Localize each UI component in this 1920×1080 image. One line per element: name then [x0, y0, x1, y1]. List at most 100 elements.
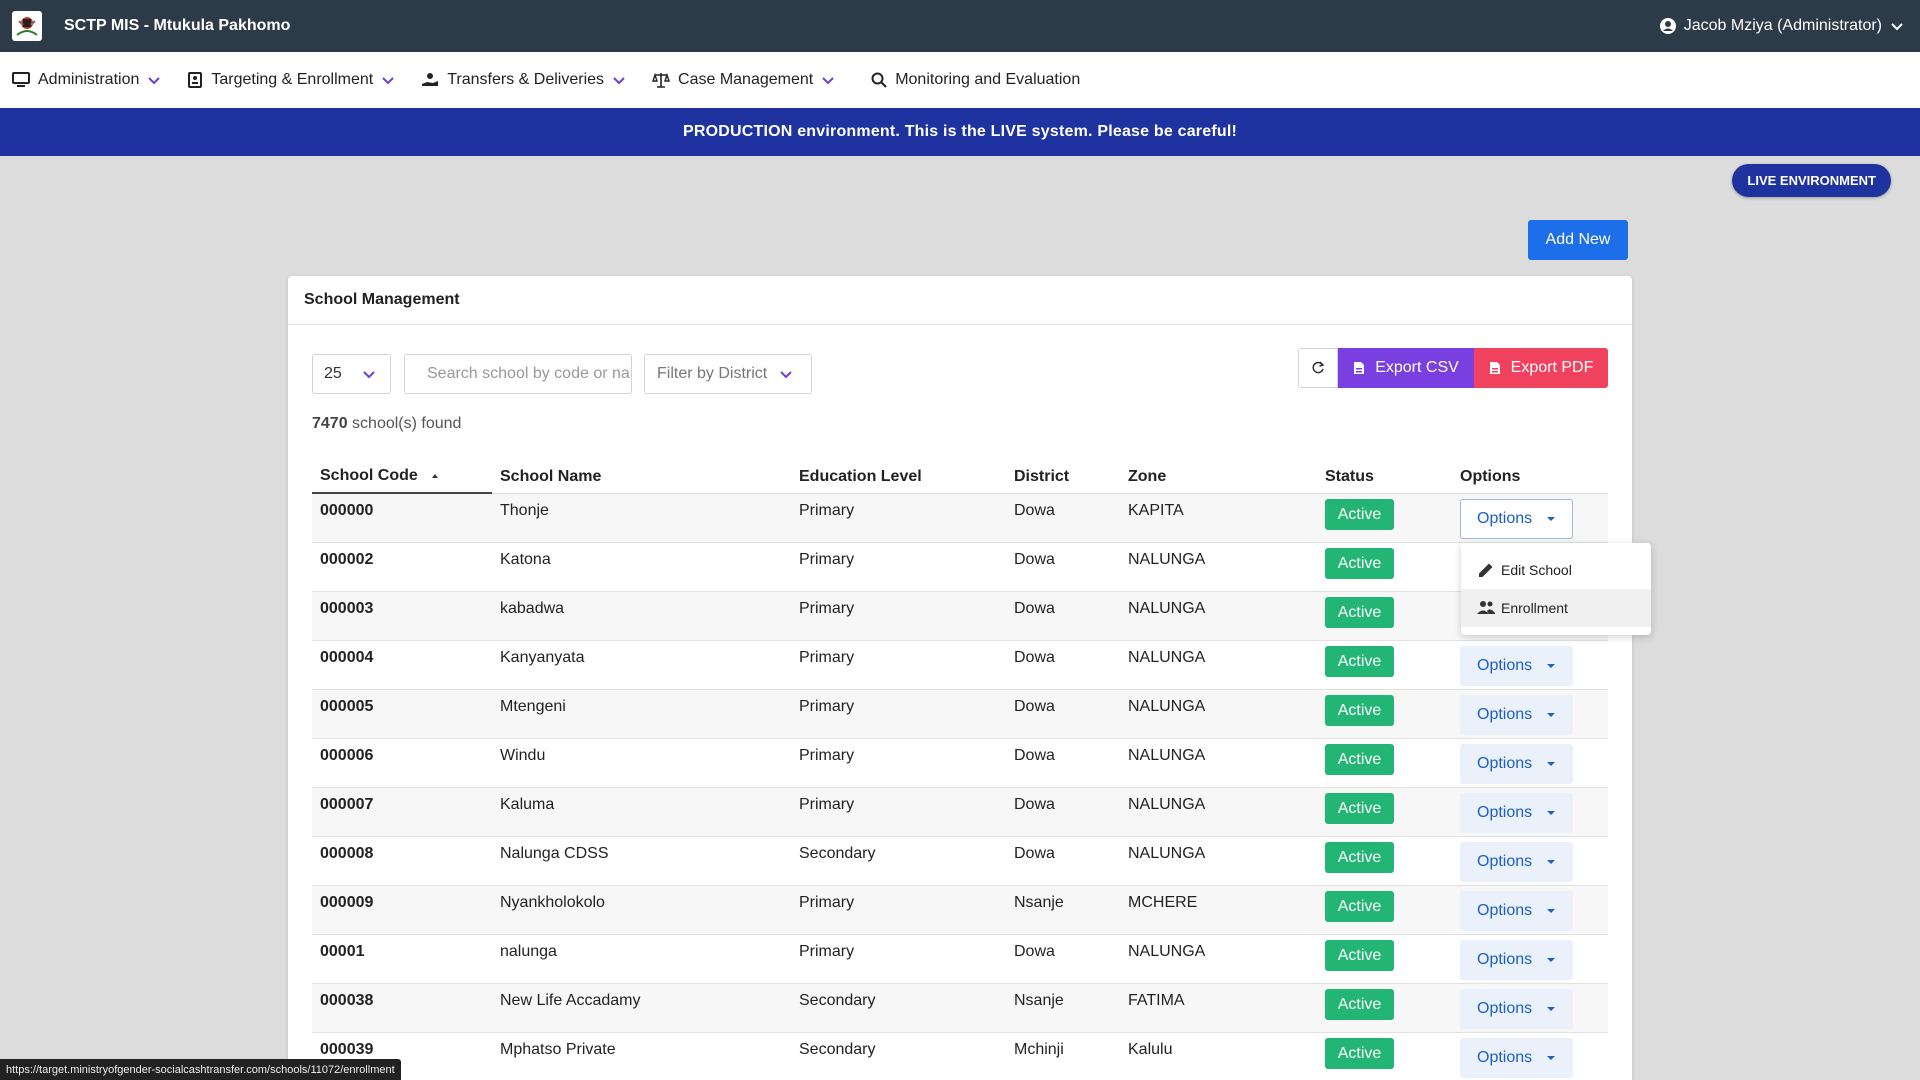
production-banner: PRODUCTION environment. This is the LIVE…	[0, 108, 1920, 156]
school-name-cell: Kaluma	[500, 796, 555, 813]
column-header-education-level[interactable]: Education Level	[799, 468, 922, 485]
options-button[interactable]: Options	[1460, 646, 1574, 686]
education-level-cell: Primary	[799, 796, 855, 813]
school-code-cell: 000039	[320, 1041, 374, 1058]
export-csv-button[interactable]: Export CSV	[1338, 348, 1474, 388]
chevron-down-icon	[1891, 23, 1903, 31]
status-badge: Active	[1325, 1038, 1394, 1069]
school-code-cell: 000007	[320, 796, 374, 813]
refresh-button[interactable]	[1298, 348, 1338, 388]
zone-cell: NALUNGA	[1128, 600, 1206, 617]
nav-label: Case Management	[678, 71, 814, 88]
table-row: 000000 Thonje Primary Dowa KAPITA Active Optio…	[312, 494, 1608, 543]
district-cell: Dowa	[1014, 600, 1055, 617]
status-badge: Active	[1325, 499, 1394, 530]
main-nav: Administration Targeting & Enrollment Tr…	[0, 52, 1920, 108]
chevron-down-icon	[363, 371, 375, 379]
zone-cell: NALUNGA	[1128, 747, 1206, 764]
user-menu[interactable]: Jacob Mziya (Administrator)	[1659, 0, 1904, 52]
caret-down-icon	[1547, 1007, 1556, 1011]
chevron-down-icon	[780, 371, 792, 379]
column-header-district[interactable]: District	[1014, 468, 1070, 485]
nav-label: Targeting & Enrollment	[211, 71, 374, 88]
education-level-cell: Primary	[799, 551, 855, 568]
options-label: Options	[1477, 510, 1533, 527]
found-suffix: school(s) found	[352, 415, 462, 432]
options-label: Options	[1477, 1000, 1533, 1017]
nav-case-management[interactable]: Case Management	[652, 71, 835, 89]
nav-monitoring-evaluation[interactable]: Monitoring and Evaluation	[871, 71, 1080, 89]
column-header-school-name[interactable]: School Name	[500, 468, 602, 485]
district-cell: Dowa	[1014, 698, 1055, 715]
page-size-select[interactable]: 25	[312, 354, 391, 394]
enrollment-menu-item[interactable]: Enrollment	[1461, 589, 1651, 627]
options-button[interactable]: Options	[1460, 989, 1574, 1029]
column-header-school-code[interactable]: School Code	[312, 467, 492, 494]
table-row: 000006 Windu Primary Dowa NALUNGA Active Optio…	[312, 739, 1608, 788]
school-management-card: School Management 25 Search school by co…	[288, 276, 1632, 1080]
page-size-value: 25	[324, 365, 342, 382]
options-button[interactable]: Options	[1460, 744, 1574, 784]
school-name-cell: Windu	[500, 747, 546, 764]
options-button[interactable]: Options	[1460, 842, 1574, 882]
export-pdf-button[interactable]: Export PDF	[1474, 348, 1608, 388]
district-filter-select[interactable]: Filter by District	[644, 354, 812, 394]
table-row: 000038 New Life Accadamy Secondary Nsanje FA…	[312, 984, 1608, 1033]
education-level-cell: Primary	[799, 698, 855, 715]
status-cell: Active	[1317, 1033, 1452, 1080]
education-level-cell: Secondary	[799, 992, 876, 1009]
status-badge: Active	[1325, 891, 1394, 922]
options-button[interactable]: Options	[1460, 891, 1574, 931]
nav-administration[interactable]: Administration	[12, 71, 161, 89]
school-name-cell: Kanyanyata	[500, 649, 585, 666]
caret-down-icon	[1547, 811, 1556, 815]
column-header-zone[interactable]: Zone	[1128, 468, 1167, 485]
school-name-cell: Nalunga CDSS	[500, 845, 609, 862]
options-button[interactable]: Options	[1460, 1038, 1574, 1078]
education-level-cell: Primary	[799, 502, 855, 519]
school-code-cell: 000002	[320, 551, 374, 568]
export-pdf-label: Export PDF	[1510, 359, 1594, 376]
school-name-cell: Thonje	[500, 502, 549, 519]
sort-asc-icon	[431, 474, 438, 478]
chevron-down-icon	[822, 77, 834, 85]
education-level-cell: Secondary	[799, 1041, 876, 1058]
options-cell: Options	[1452, 690, 1602, 738]
nav-targeting-enrollment[interactable]: Targeting & Enrollment	[187, 71, 395, 89]
add-new-button[interactable]: Add New	[1528, 220, 1628, 260]
table-header: School Code School Name Education Level …	[312, 456, 1608, 494]
status-cell: Active	[1317, 935, 1452, 983]
caret-down-icon	[1547, 664, 1556, 668]
caret-down-icon	[1547, 517, 1556, 521]
zone-cell: MCHERE	[1128, 894, 1198, 911]
badge-label: LIVE ENVIRONMENT	[1747, 173, 1876, 188]
options-label: Options	[1477, 706, 1533, 723]
options-button[interactable]: Options	[1460, 940, 1574, 980]
options-label: Options	[1477, 951, 1533, 968]
zone-cell: KAPITA	[1128, 502, 1184, 519]
caret-down-icon	[1547, 713, 1556, 717]
options-button[interactable]: Options	[1460, 793, 1574, 833]
status-cell: Active	[1317, 592, 1452, 640]
education-level-cell: Primary	[799, 894, 855, 911]
search-input[interactable]: Search school by code or name	[404, 354, 632, 394]
table-row: 00001 nalunga Primary Dowa NALUNGA Active Opti…	[312, 935, 1608, 984]
menu-item-label: Edit School	[1501, 562, 1572, 578]
column-header-status[interactable]: Status	[1325, 468, 1374, 485]
search-icon	[871, 72, 887, 88]
coat-of-arms-icon	[16, 17, 38, 36]
caret-down-icon	[1547, 860, 1556, 864]
options-button[interactable]: Options	[1460, 695, 1574, 735]
options-button[interactable]: Options	[1460, 499, 1574, 539]
options-label: Options	[1477, 755, 1533, 772]
logo[interactable]	[12, 11, 42, 41]
options-cell: Options	[1452, 1033, 1602, 1080]
nav-label: Monitoring and Evaluation	[895, 71, 1081, 88]
nav-transfers-deliveries[interactable]: Transfers & Deliveries	[421, 71, 626, 89]
user-name: Jacob Mziya (Administrator)	[1683, 17, 1882, 34]
live-environment-badge: LIVE ENVIRONMENT	[1732, 164, 1891, 197]
district-cell: Dowa	[1014, 796, 1055, 813]
hand-coin-icon	[422, 73, 439, 86]
edit-school-menu-item[interactable]: Edit School	[1461, 551, 1651, 589]
education-level-cell: Primary	[799, 943, 855, 960]
